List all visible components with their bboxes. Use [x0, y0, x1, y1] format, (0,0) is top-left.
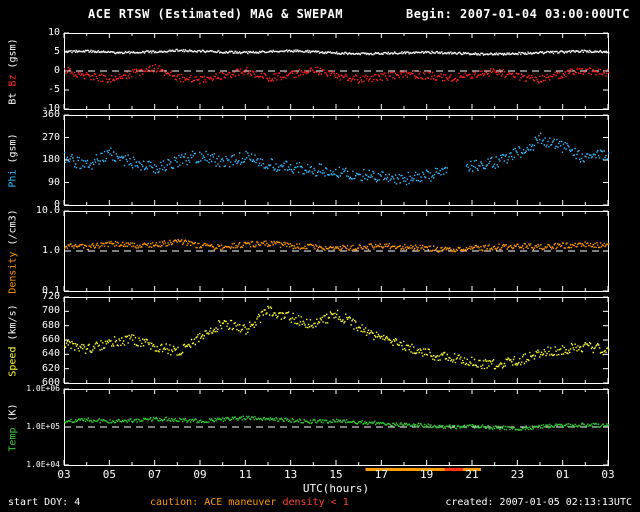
series-Bz [64, 64, 610, 85]
series-Temp [64, 415, 610, 431]
caution-maneuver-label: ACE maneuver [204, 497, 277, 508]
caution-bar [365, 468, 482, 471]
series-Phi [64, 132, 610, 186]
begin-timestamp: Begin: 2007-01-04 03:00:00UTC [405, 7, 630, 21]
start-doy-label: start DOY: 4 [8, 497, 81, 508]
plot-title: ACE RTSW (Estimated) MAG & SWEPAM [88, 7, 343, 21]
panel-frame [64, 115, 609, 206]
series-Speed [64, 305, 610, 370]
series-Bt [64, 48, 610, 56]
panel-frame [64, 297, 609, 384]
created-timestamp: created: 2007-01-05 02:13:13UTC [445, 497, 632, 508]
caution-note: caution: ACE maneuver density < 1 [150, 497, 349, 508]
caution-bar-segment [444, 468, 463, 471]
x-axis-label: UTC(hours) [302, 482, 370, 495]
caution-density-label: density < 1 [282, 497, 349, 508]
series-Density [64, 238, 610, 253]
caution-label: caution: [150, 497, 199, 508]
